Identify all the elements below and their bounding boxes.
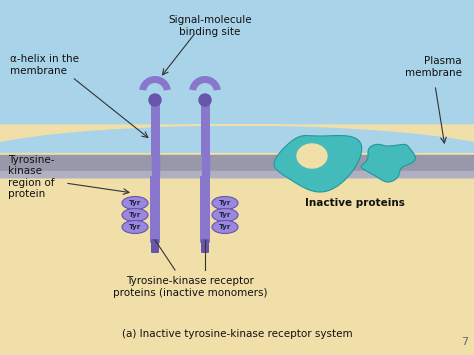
Bar <box>152 155 159 177</box>
Text: Tyr: Tyr <box>129 212 141 218</box>
FancyBboxPatch shape <box>151 239 159 253</box>
Text: Plasma
membrane: Plasma membrane <box>405 56 462 78</box>
FancyBboxPatch shape <box>151 99 160 156</box>
Text: Tyrosine-kinase receptor
proteins (inactive monomers): Tyrosine-kinase receptor proteins (inact… <box>113 276 267 298</box>
Bar <box>202 155 209 177</box>
Text: (a) Inactive tyrosine-kinase receptor system: (a) Inactive tyrosine-kinase receptor sy… <box>122 329 352 339</box>
Polygon shape <box>189 76 221 91</box>
Text: Tyr: Tyr <box>129 200 141 206</box>
Text: Tyr: Tyr <box>129 224 141 230</box>
Text: Signal-molecule
binding site: Signal-molecule binding site <box>168 15 252 37</box>
Text: Tyrosine-
kinase
region of
protein: Tyrosine- kinase region of protein <box>8 154 55 200</box>
Text: 7: 7 <box>461 337 468 347</box>
Polygon shape <box>139 76 171 91</box>
Text: α-helix in the
membrane: α-helix in the membrane <box>10 54 79 76</box>
Polygon shape <box>0 125 474 160</box>
Polygon shape <box>274 136 362 192</box>
Ellipse shape <box>199 94 211 106</box>
FancyBboxPatch shape <box>200 176 210 196</box>
FancyBboxPatch shape <box>201 99 210 156</box>
Bar <box>0 171 474 177</box>
Ellipse shape <box>149 94 161 106</box>
Bar <box>0 155 474 177</box>
FancyBboxPatch shape <box>150 95 160 105</box>
Ellipse shape <box>122 208 148 222</box>
Ellipse shape <box>122 220 148 234</box>
Text: Tyr: Tyr <box>219 212 231 218</box>
Text: Inactive proteins: Inactive proteins <box>305 198 405 208</box>
Ellipse shape <box>297 144 327 168</box>
Ellipse shape <box>212 197 238 209</box>
FancyBboxPatch shape <box>201 239 209 253</box>
Ellipse shape <box>212 220 238 234</box>
FancyBboxPatch shape <box>200 194 210 243</box>
Polygon shape <box>361 144 416 182</box>
Text: Tyr: Tyr <box>219 200 231 206</box>
FancyBboxPatch shape <box>150 194 160 243</box>
Bar <box>0 153 474 355</box>
Ellipse shape <box>122 197 148 209</box>
Text: Tyr: Tyr <box>219 224 231 230</box>
FancyBboxPatch shape <box>200 95 210 105</box>
Ellipse shape <box>212 208 238 222</box>
FancyBboxPatch shape <box>150 176 160 196</box>
